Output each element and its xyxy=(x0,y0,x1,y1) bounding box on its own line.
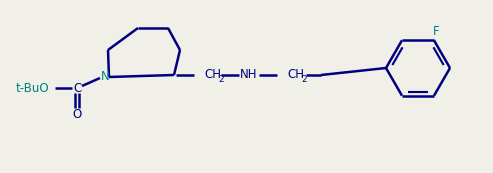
Text: 2: 2 xyxy=(301,75,307,84)
Text: N: N xyxy=(101,70,109,83)
Text: 2: 2 xyxy=(218,75,224,84)
Text: C: C xyxy=(73,81,81,94)
Text: CH: CH xyxy=(204,69,221,81)
Text: F: F xyxy=(433,25,439,38)
Text: NH: NH xyxy=(240,69,258,81)
Text: O: O xyxy=(72,107,82,121)
Text: CH: CH xyxy=(287,69,304,81)
Text: t-BuO: t-BuO xyxy=(15,81,49,94)
